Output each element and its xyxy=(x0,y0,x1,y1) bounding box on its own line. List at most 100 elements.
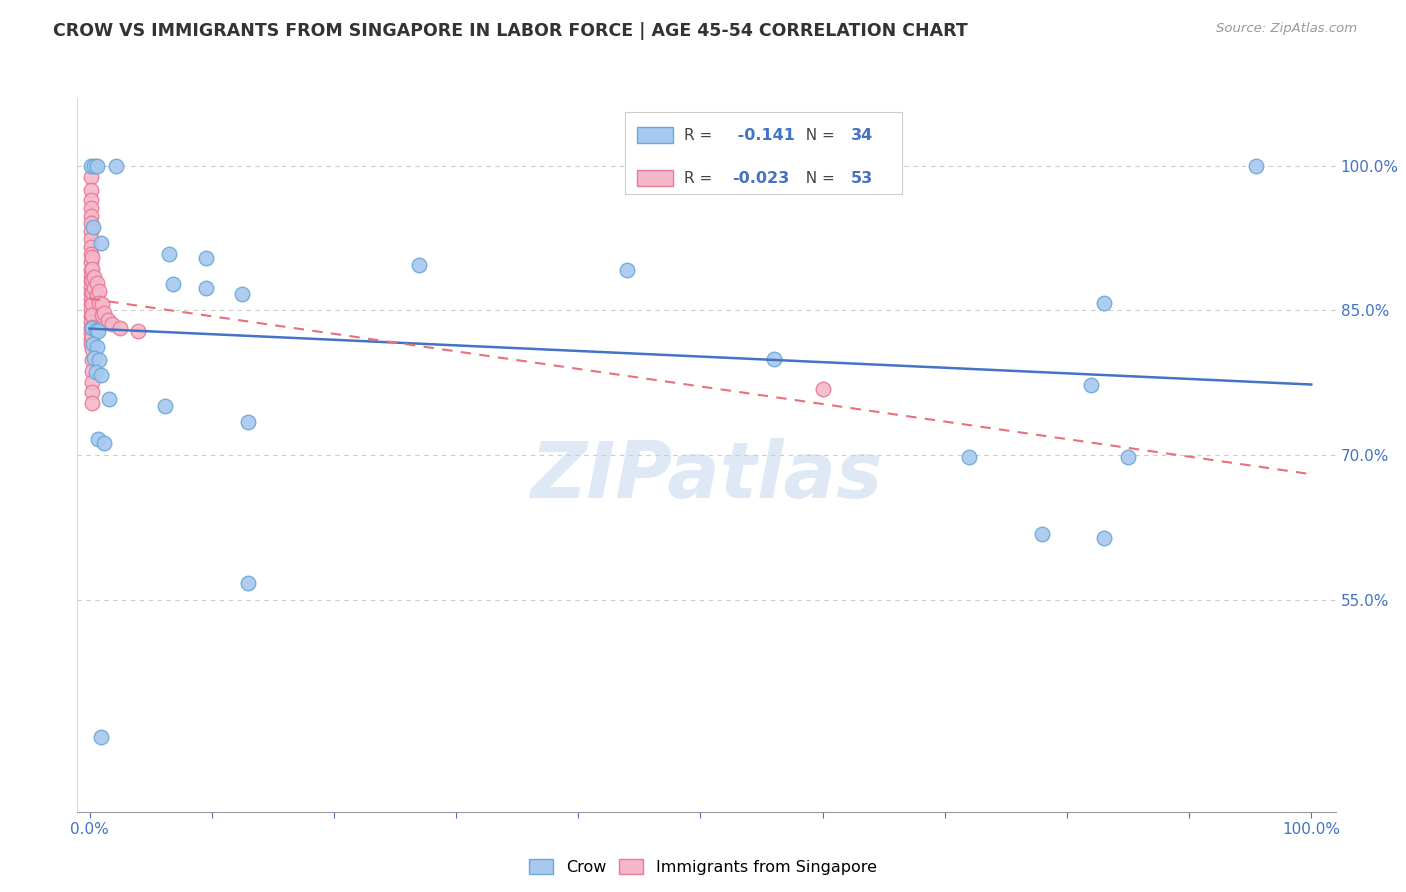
Bar xyxy=(624,112,901,194)
Text: N =: N = xyxy=(796,128,839,143)
Point xyxy=(80,308,103,322)
Point xyxy=(408,258,430,272)
Point xyxy=(83,281,105,295)
Point xyxy=(80,194,103,208)
Text: R =: R = xyxy=(683,128,717,143)
Point xyxy=(83,269,105,284)
Point xyxy=(1246,159,1268,173)
Point xyxy=(80,319,103,334)
Point xyxy=(80,232,103,246)
Point xyxy=(80,268,103,283)
Point xyxy=(811,382,834,396)
Point xyxy=(80,201,103,215)
Point xyxy=(86,277,108,291)
Point xyxy=(80,353,103,368)
Point xyxy=(80,170,103,185)
Point xyxy=(80,247,103,261)
Point xyxy=(80,217,103,231)
Point xyxy=(127,325,149,339)
Point xyxy=(1080,377,1102,392)
Point xyxy=(616,262,638,277)
Point xyxy=(87,325,110,339)
Point xyxy=(80,250,103,264)
Point xyxy=(80,261,103,276)
Point xyxy=(80,332,103,346)
Point xyxy=(89,295,111,310)
Point xyxy=(80,385,103,400)
Point xyxy=(80,274,103,288)
Point xyxy=(90,235,112,250)
Text: ZIPatlas: ZIPatlas xyxy=(530,438,883,515)
Point xyxy=(98,392,121,406)
Point xyxy=(108,320,131,334)
Text: -0.023: -0.023 xyxy=(731,170,789,186)
Point xyxy=(87,433,110,447)
Point xyxy=(80,255,103,269)
Point xyxy=(80,309,103,323)
Point xyxy=(93,436,115,450)
Text: 34: 34 xyxy=(851,128,873,143)
Point xyxy=(80,330,103,344)
Point xyxy=(80,337,103,351)
Point xyxy=(162,277,184,292)
Point xyxy=(90,308,112,322)
Point xyxy=(83,351,105,366)
Point xyxy=(90,297,112,311)
Point xyxy=(80,320,103,334)
Text: R =: R = xyxy=(683,170,717,186)
Point xyxy=(957,450,980,464)
Point xyxy=(84,322,107,336)
Point xyxy=(80,209,103,223)
Point xyxy=(157,247,180,261)
Point xyxy=(82,337,104,351)
Point xyxy=(83,159,105,173)
Point xyxy=(80,364,103,378)
Point xyxy=(86,340,108,354)
Point xyxy=(100,317,122,331)
Point xyxy=(80,159,103,173)
Point xyxy=(80,292,103,306)
Point xyxy=(80,326,103,341)
Point xyxy=(80,297,103,311)
Bar xyxy=(637,170,672,186)
Point xyxy=(80,396,103,410)
Point xyxy=(80,239,103,253)
Text: -0.141: -0.141 xyxy=(731,128,794,143)
Point xyxy=(80,273,103,287)
Point xyxy=(1116,450,1139,464)
Point xyxy=(1092,295,1115,310)
Text: 53: 53 xyxy=(851,170,873,186)
Point xyxy=(80,262,103,277)
Point xyxy=(80,342,103,356)
Point xyxy=(194,281,217,295)
Point xyxy=(80,303,103,318)
Point xyxy=(1031,527,1053,541)
Point xyxy=(155,399,177,413)
Point xyxy=(1092,531,1115,545)
Point xyxy=(238,576,260,591)
Point xyxy=(80,315,103,329)
Legend: Crow, Immigrants from Singapore: Crow, Immigrants from Singapore xyxy=(524,854,882,880)
Point xyxy=(80,375,103,389)
Bar xyxy=(637,128,672,143)
Point xyxy=(90,368,112,382)
Point xyxy=(97,313,120,327)
Point xyxy=(105,159,128,173)
Point xyxy=(80,285,103,299)
Point xyxy=(89,284,111,298)
Point xyxy=(194,251,217,265)
Point xyxy=(231,286,253,301)
Point xyxy=(86,288,108,302)
Point xyxy=(80,280,103,294)
Text: CROW VS IMMIGRANTS FROM SINGAPORE IN LABOR FORCE | AGE 45-54 CORRELATION CHART: CROW VS IMMIGRANTS FROM SINGAPORE IN LAB… xyxy=(53,22,969,40)
Point xyxy=(86,159,108,173)
Point xyxy=(80,183,103,197)
Point xyxy=(84,365,107,379)
Point xyxy=(80,285,103,300)
Point xyxy=(89,353,111,368)
Point xyxy=(93,306,115,320)
Text: Source: ZipAtlas.com: Source: ZipAtlas.com xyxy=(1216,22,1357,36)
Point xyxy=(90,730,112,744)
Point xyxy=(762,352,785,367)
Point xyxy=(80,224,103,238)
